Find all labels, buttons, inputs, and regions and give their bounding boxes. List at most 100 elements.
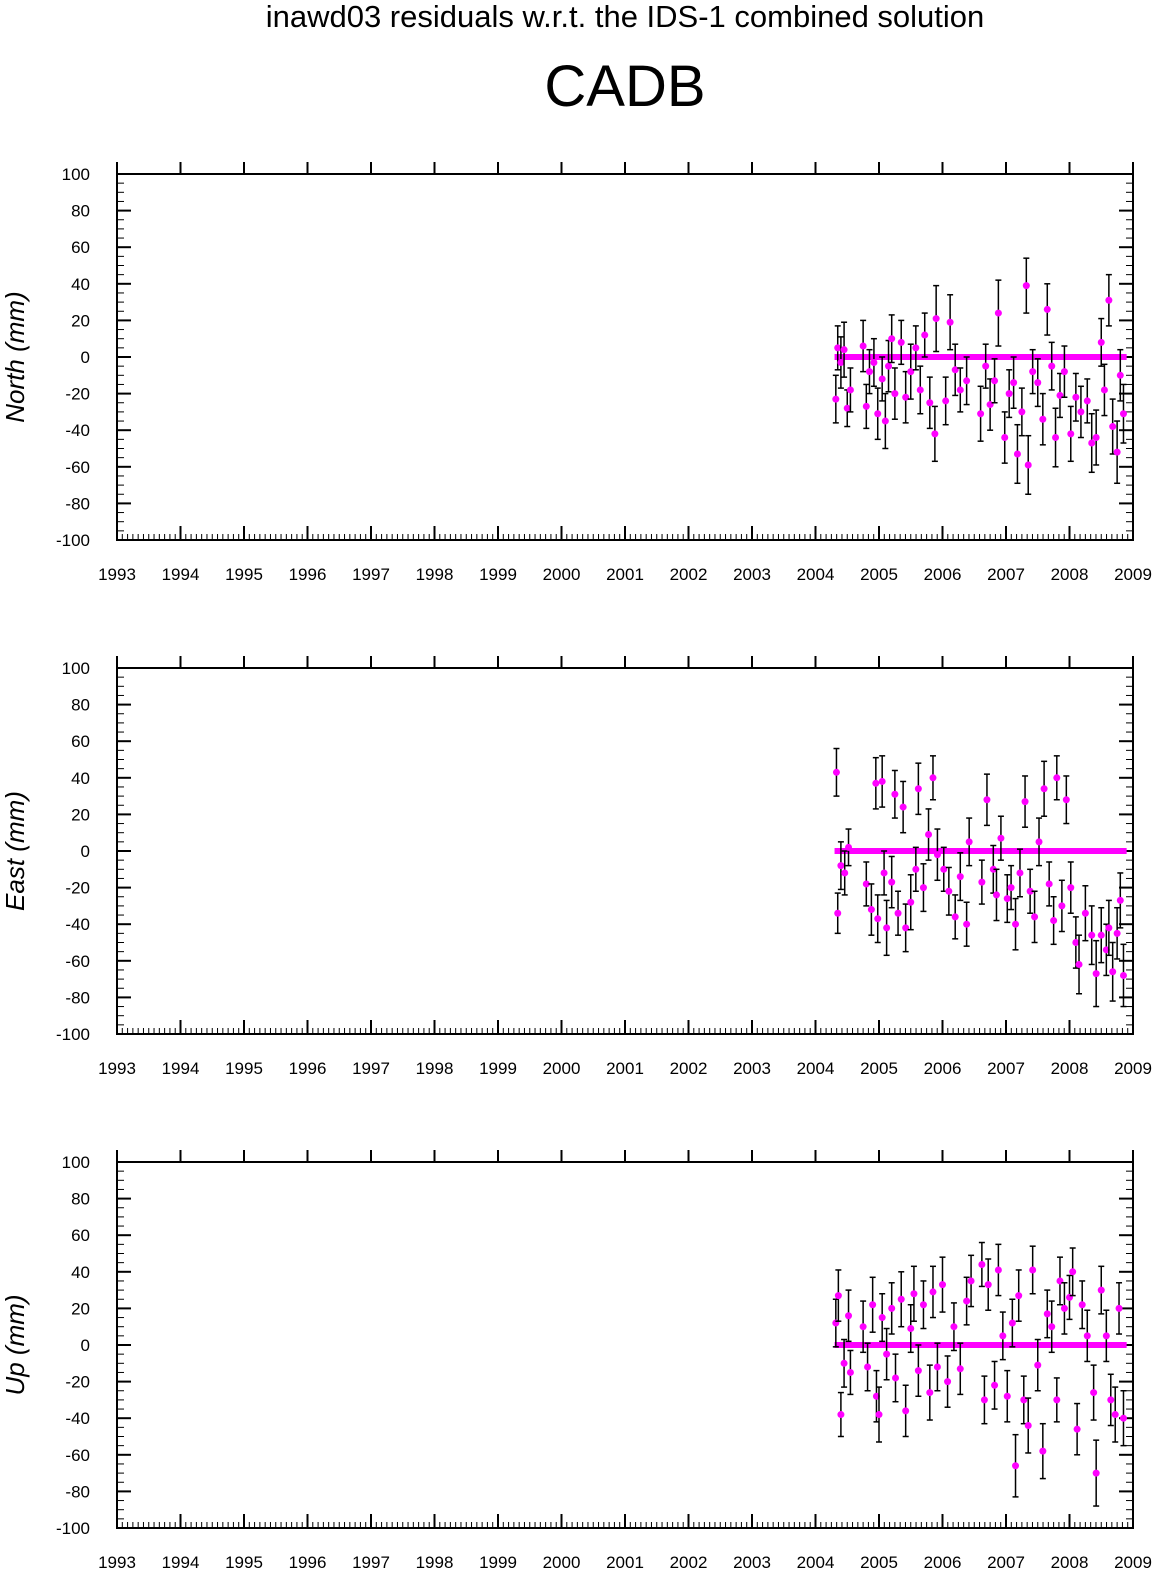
data-point (912, 865, 920, 873)
x-tick-label: 2000 (543, 565, 581, 584)
data-point (929, 774, 937, 782)
data-point (864, 1363, 872, 1371)
data-point (902, 1407, 910, 1415)
data-point (1007, 884, 1015, 892)
data-point (1113, 929, 1121, 937)
station-name: CADB (544, 54, 706, 119)
data-point (1107, 1396, 1115, 1404)
data-point (878, 375, 886, 383)
data-point (982, 362, 990, 370)
data-point (907, 1325, 915, 1333)
data-point (977, 410, 985, 418)
panel-0: 1993 1994 1995 1996 1997 1998 1999 2000 2001 2002… (0, 162, 1152, 584)
x-tick-label: 1999 (479, 1553, 517, 1572)
data-point (956, 873, 964, 881)
x-tick-label: 2005 (860, 565, 898, 584)
data-point (1115, 1304, 1123, 1312)
panel-2: 1993 1994 1995 1996 1997 1998 1999 2000 2001 2002… (0, 1150, 1152, 1572)
x-tick-label: 2002 (670, 1553, 708, 1572)
data-point (1102, 946, 1110, 954)
data-point (1097, 338, 1105, 346)
y-tick-label: -100 (56, 531, 90, 550)
data-point (1021, 798, 1029, 806)
data-point (874, 410, 882, 418)
data-point (845, 843, 853, 851)
x-tick-label: 2003 (733, 1059, 771, 1078)
x-tick-label: 2006 (924, 565, 962, 584)
data-point (907, 898, 915, 906)
data-point (1052, 434, 1060, 442)
data-point (1088, 931, 1096, 939)
data-point (846, 1368, 854, 1376)
data-point (1077, 408, 1085, 416)
data-point (999, 1332, 1007, 1340)
x-tick-label: 1993 (98, 565, 136, 584)
data-point (841, 869, 849, 877)
data-point (1024, 1422, 1032, 1430)
data-point (902, 924, 910, 932)
data-point (881, 417, 889, 425)
data-point (921, 331, 929, 339)
data-point (991, 377, 999, 385)
data-point (837, 1411, 845, 1419)
data-point (1024, 461, 1032, 469)
data-point (872, 1392, 880, 1400)
x-tick-label: 2008 (1051, 565, 1089, 584)
data-point (963, 1297, 971, 1305)
data-point (1109, 968, 1117, 976)
data-point (1088, 439, 1096, 447)
data-point (1067, 884, 1075, 892)
y-tick-label: -20 (65, 385, 90, 404)
y-axis-label: North (mm) (0, 291, 30, 422)
data-point (1034, 1361, 1042, 1369)
y-tick-label: 80 (71, 1190, 90, 1209)
data-point (1003, 1392, 1011, 1400)
data-point (872, 779, 880, 787)
y-tick-label: -60 (65, 1446, 90, 1465)
data-point (1035, 838, 1043, 846)
data-point (940, 865, 948, 873)
data-point (1016, 869, 1024, 877)
x-tick-label: 2001 (606, 565, 644, 584)
y-tick-label: 0 (81, 348, 90, 367)
data-point (878, 777, 886, 785)
x-tick-label: 2000 (543, 1553, 581, 1572)
data-point (1018, 408, 1026, 416)
data-point (875, 1411, 883, 1419)
data-point (1060, 368, 1068, 376)
data-point (1092, 1469, 1100, 1477)
data-point (862, 880, 870, 888)
data-point (878, 1314, 886, 1322)
data-point (1083, 397, 1091, 405)
y-tick-label: 60 (71, 1226, 90, 1245)
data-point (1097, 1286, 1105, 1294)
y-tick-label: -100 (56, 1519, 90, 1538)
data-point (1015, 1292, 1023, 1300)
y-tick-label: 20 (71, 311, 90, 330)
y-tick-label: -100 (56, 1025, 90, 1044)
data-point (880, 869, 888, 877)
data-point (885, 362, 893, 370)
x-tick-label: 1997 (352, 565, 390, 584)
data-point (846, 386, 854, 394)
data-point (1045, 880, 1053, 888)
x-tick-label: 2007 (987, 1553, 1025, 1572)
data-point (951, 913, 959, 921)
x-tick-label: 2009 (1114, 1059, 1152, 1078)
data-point (1029, 1266, 1037, 1274)
data-point (1072, 939, 1080, 946)
y-tick-label: 40 (71, 275, 90, 294)
data-point (843, 404, 851, 412)
data-point (925, 831, 933, 839)
x-tick-label: 1999 (479, 1059, 517, 1078)
data-point (929, 1288, 937, 1296)
data-point (1022, 282, 1030, 290)
data-point (1003, 895, 1011, 903)
x-tick-label: 2006 (924, 1059, 962, 1078)
data-point (832, 395, 840, 403)
data-point (1058, 902, 1066, 910)
data-point (933, 851, 941, 859)
data-point (951, 366, 959, 374)
data-point (912, 344, 920, 352)
